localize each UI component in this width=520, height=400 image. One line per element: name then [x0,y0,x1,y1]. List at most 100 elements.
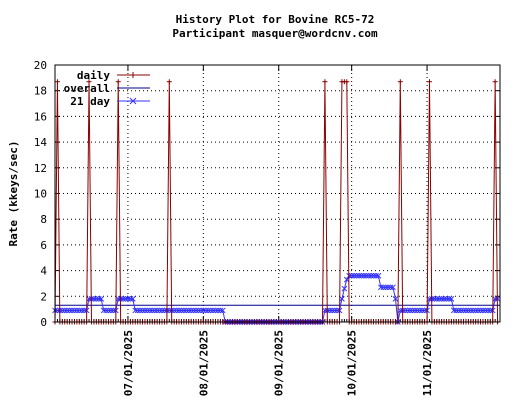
data-point [492,79,498,85]
data-point [373,272,379,279]
data-point [339,296,345,302]
data-point [453,307,460,314]
data-point [472,307,479,314]
data-point [492,296,498,302]
data-point [397,307,404,314]
data-point [455,307,462,314]
data-point [341,285,348,292]
data-point [144,307,151,314]
data-point [210,307,216,314]
x-tick: 08/01/2025 [197,65,210,396]
x-tick-label: 09/01/2025 [273,330,286,396]
y-tick-label: 12 [34,162,47,175]
data-point [382,284,389,291]
data-point [365,272,372,279]
data-point [61,307,68,314]
data-point [166,307,173,314]
data-point [198,307,204,314]
data-point [380,284,387,291]
data-point [460,307,467,314]
y-tick-label: 16 [34,110,47,123]
y-tick-label: 14 [34,136,48,149]
y-axis-label: Rate (kkeys/sec) [7,141,20,247]
data-point [438,296,445,302]
data-point [375,272,382,279]
data-point [178,307,185,314]
data-point [64,307,71,314]
data-point [348,272,355,279]
data-point [385,284,391,291]
data-point [412,307,418,314]
x-tick-label: 11/01/2025 [421,330,434,396]
data-point [480,307,486,314]
data-point [195,307,202,314]
legend-label: daily [77,69,110,82]
data-point [470,307,477,314]
x-tick: 07/01/2025 [122,65,135,396]
y-tick-label: 20 [34,59,47,72]
data-point [482,307,489,314]
data-point [448,296,455,302]
data-point [59,307,66,314]
data-point [431,296,438,302]
data-point [392,296,399,302]
data-point [344,79,350,85]
data-point [146,307,153,314]
data-point [409,307,416,314]
data-point [356,272,362,279]
data-point [416,307,423,314]
data-point [190,307,197,314]
data-point [443,296,450,302]
data-point [397,79,403,85]
data-point [433,296,440,302]
data-point [414,307,421,314]
data-point [115,79,121,85]
x-tick-label: 10/01/2025 [346,330,359,396]
chart-subtitle: Participant masquer@wordcnv.com [172,27,378,40]
data-point [390,284,396,291]
data-point [215,307,221,314]
data-point [360,272,367,279]
data-point [475,307,481,314]
data-point [402,307,409,314]
data-point [202,307,209,314]
chart-title: History Plot for Bovine RC5-72 [176,13,375,26]
data-point [120,296,126,302]
data-point [205,307,212,314]
data-point [188,307,195,314]
data-point [200,307,207,314]
data-point [151,307,158,314]
y-tick-label: 18 [34,85,47,98]
y-tick: 14 [34,136,500,149]
data-point [66,307,73,314]
data-point [181,307,187,314]
data-point [122,296,129,302]
data-point [387,284,394,291]
data-point [467,307,474,314]
legend-label: overall [64,82,110,95]
data-point [159,307,165,314]
data-point [421,307,428,314]
data-point [368,272,374,279]
x-tick-label: 07/01/2025 [122,330,135,396]
data-point [326,307,333,314]
data-point [446,296,452,302]
data-point [331,307,338,314]
data-point [171,307,178,314]
legend-entry: overall [64,82,150,95]
data-point [74,307,80,314]
data-point [207,307,214,314]
data-point [54,307,61,314]
data-point [404,307,411,314]
data-point [334,307,340,314]
data-point [436,296,443,302]
data-point [458,307,464,314]
data-point [81,307,88,314]
data-point [487,307,494,314]
data-point [108,307,114,314]
data-point [441,296,447,302]
data-point [86,296,92,302]
data-point [484,307,491,314]
